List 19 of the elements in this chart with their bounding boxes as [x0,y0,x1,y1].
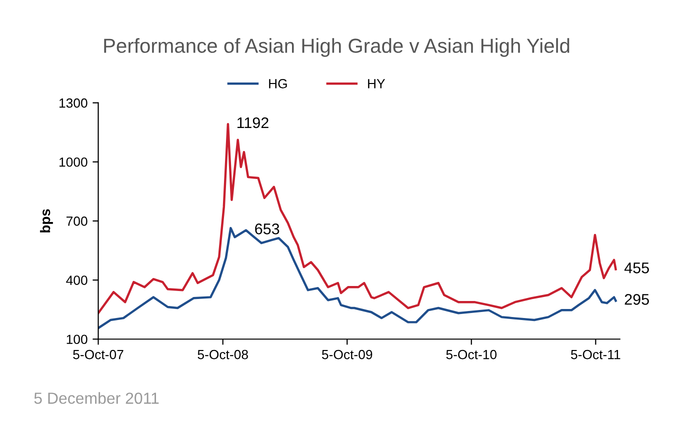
x-tick-label: 5-Oct-09 [322,350,372,360]
legend-label: HY [368,79,386,88]
x-tick-label: 5-Oct-10 [446,350,497,360]
annotation: 295 [624,294,649,305]
annotation: 1192 [237,117,268,128]
y-tick-label: 1300 [60,98,88,108]
legend-label: HG [269,78,287,88]
y-tick-label: 100 [66,334,88,344]
x-tick-label: 5-Oct-07 [73,350,124,360]
y-tick-label: 700 [66,216,88,226]
y-axis-title: bps [40,209,53,232]
annotation: 455 [624,262,649,274]
chart-title: Performance of Asian High Grade v Asian High Yield [104,38,570,57]
y-tick-label: 1000 [60,157,88,167]
y-tick-label: 400 [66,276,88,285]
text: 5 December 2011 [34,392,159,404]
x-tick-label: 5-Oct-11 [571,350,620,360]
x-tick-label: 5-Oct-08 [198,350,248,360]
annotation: 653 [255,224,280,234]
